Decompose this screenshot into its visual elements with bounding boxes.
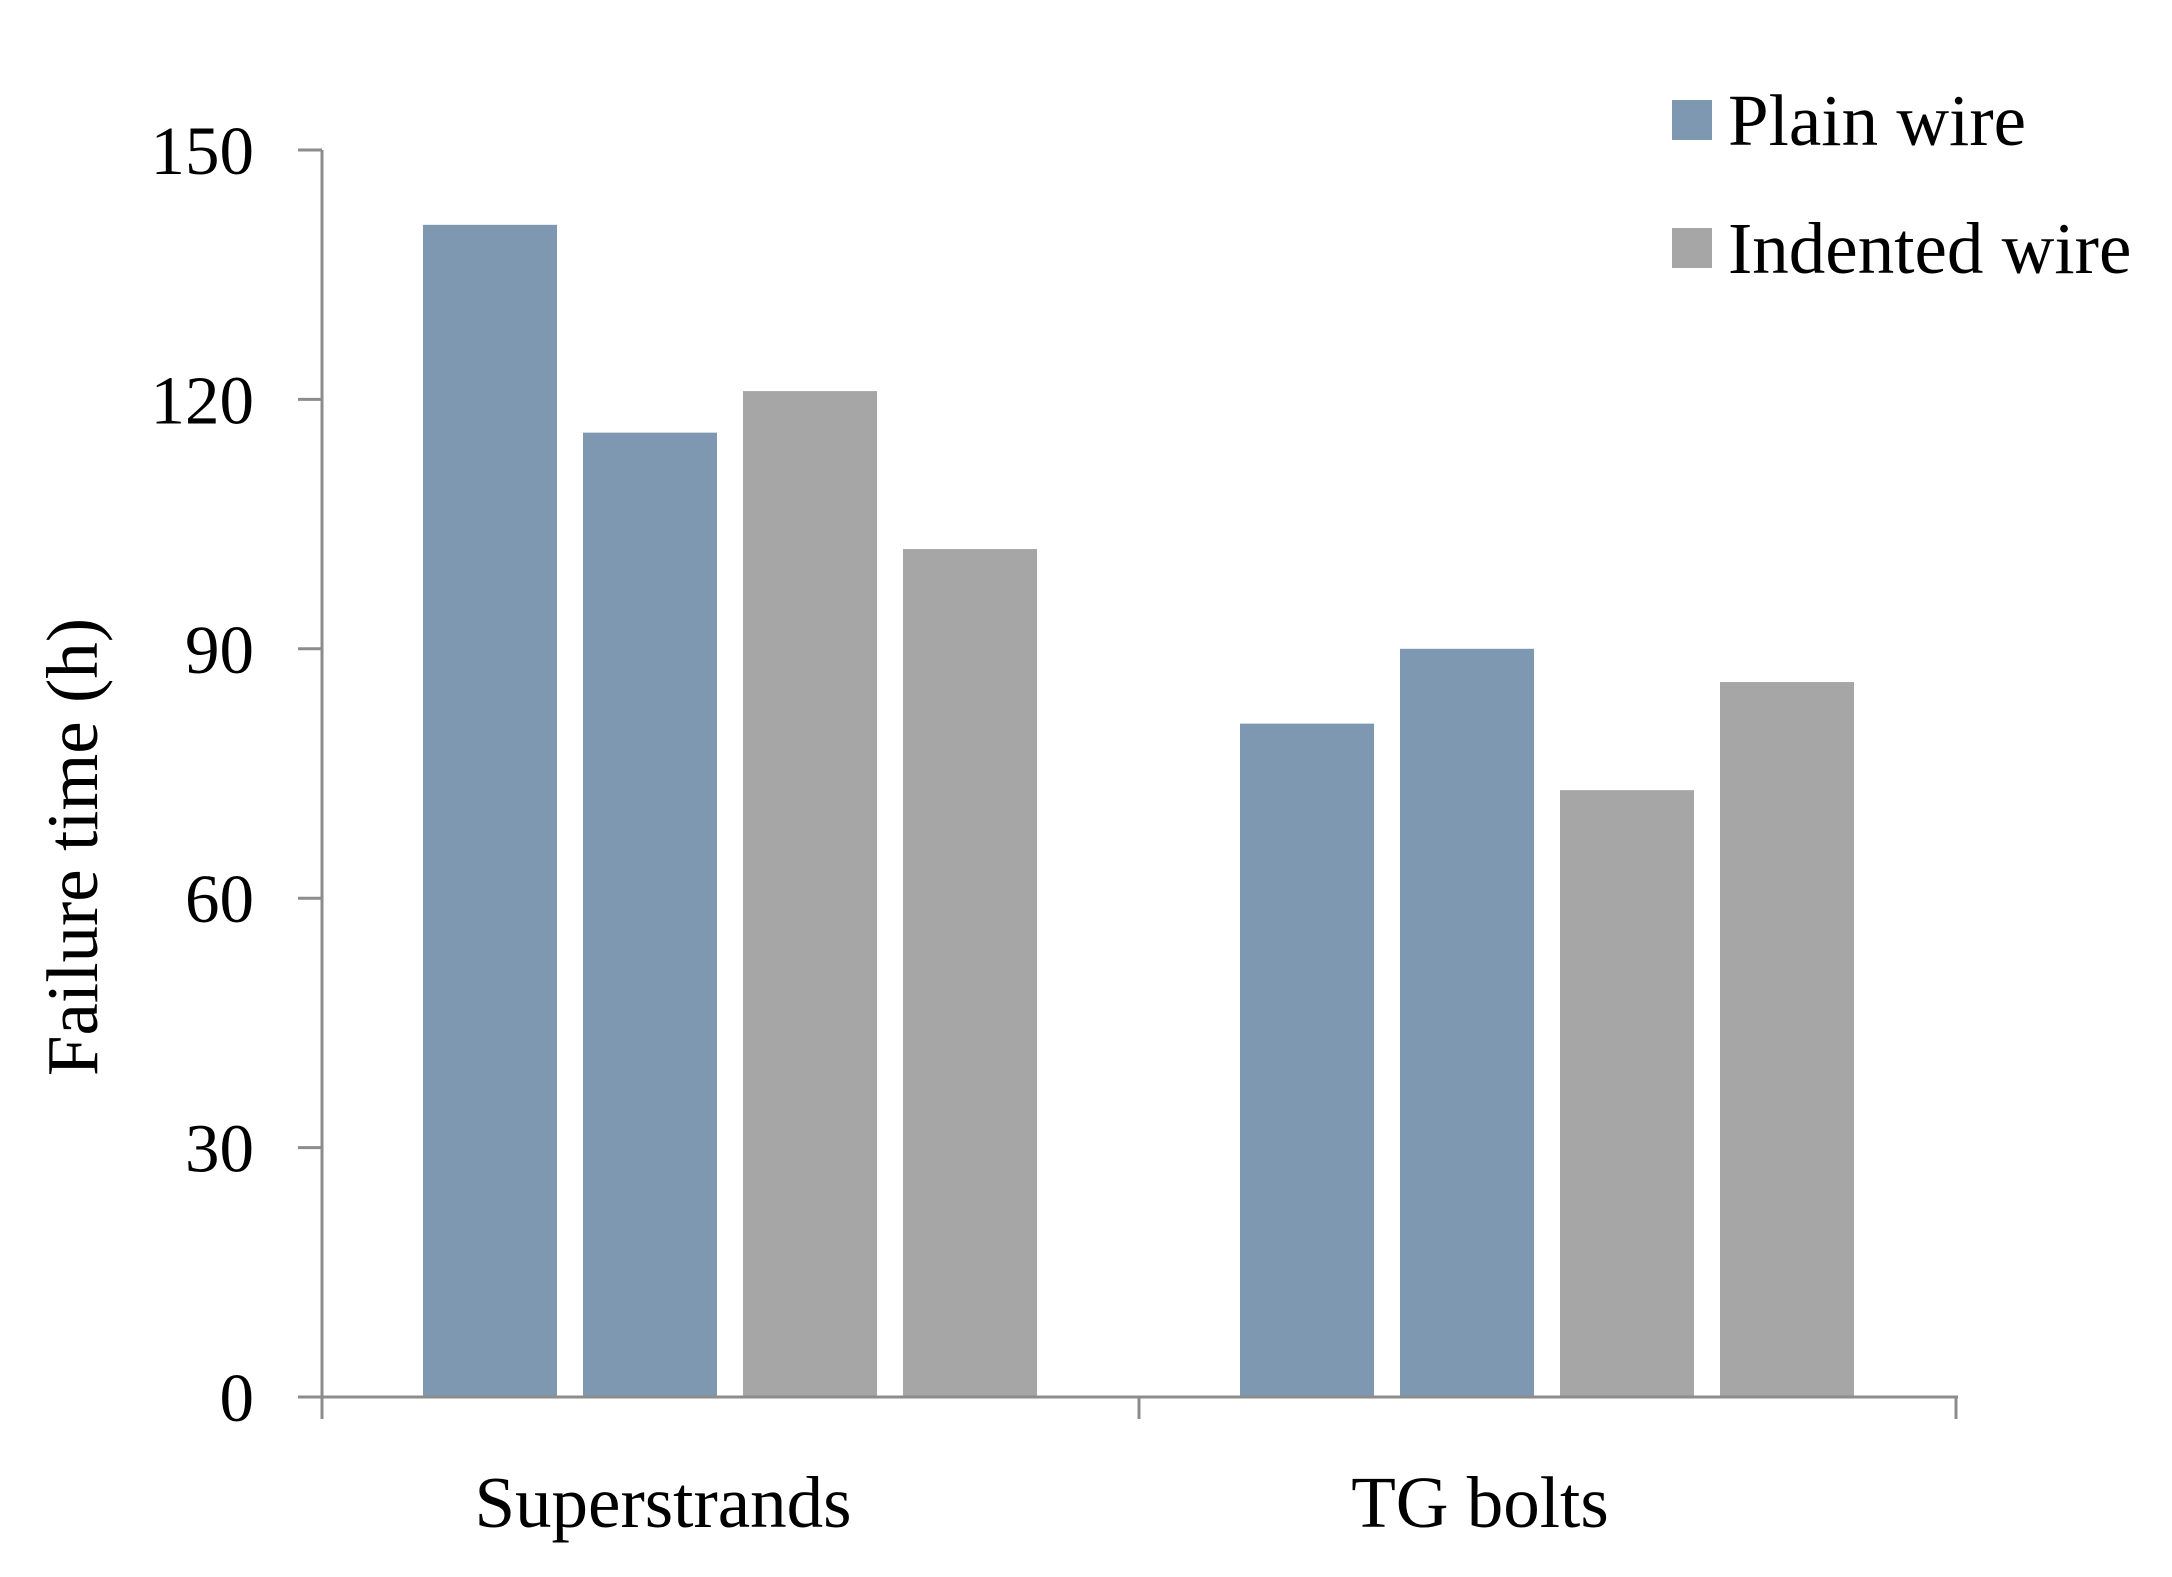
y-axis-title: Failure time (h) bbox=[32, 618, 113, 1076]
legend-swatch-1 bbox=[1672, 100, 1712, 140]
y-tick-label-30: 30 bbox=[185, 1111, 254, 1187]
x-category-label-tg-bolts: TG bolts bbox=[1351, 1462, 1609, 1543]
y-tick-label-150: 150 bbox=[151, 113, 255, 189]
bar-superstrands-3 bbox=[743, 391, 877, 1397]
bar-tg-bolts-4 bbox=[1720, 682, 1854, 1397]
legend: Plain wire Indented wire bbox=[1672, 80, 2131, 289]
legend-label-2: Indented wire bbox=[1728, 208, 2131, 289]
y-ticks-group: 0 30 60 90 120 150 bbox=[151, 113, 322, 1436]
bar-superstrands-2 bbox=[583, 432, 717, 1397]
y-tick-label-0: 0 bbox=[220, 1360, 255, 1436]
y-tick-label-60: 60 bbox=[185, 861, 254, 937]
legend-swatch-2 bbox=[1672, 228, 1712, 268]
legend-label-1: Plain wire bbox=[1728, 80, 2026, 161]
y-tick-label-120: 120 bbox=[151, 362, 255, 438]
bar-tg-bolts-3 bbox=[1560, 790, 1694, 1397]
x-labels-group: Superstrands TG bolts bbox=[474, 1462, 1608, 1543]
bars-group bbox=[423, 224, 1854, 1397]
axes-group bbox=[298, 150, 1958, 1419]
bar-superstrands-4 bbox=[903, 549, 1037, 1397]
x-category-label-superstrands: Superstrands bbox=[474, 1462, 851, 1543]
bar-tg-bolts-1 bbox=[1240, 723, 1374, 1397]
bar-superstrands-1 bbox=[423, 224, 557, 1397]
bar-tg-bolts-2 bbox=[1400, 648, 1534, 1397]
y-tick-label-90: 90 bbox=[185, 612, 254, 688]
